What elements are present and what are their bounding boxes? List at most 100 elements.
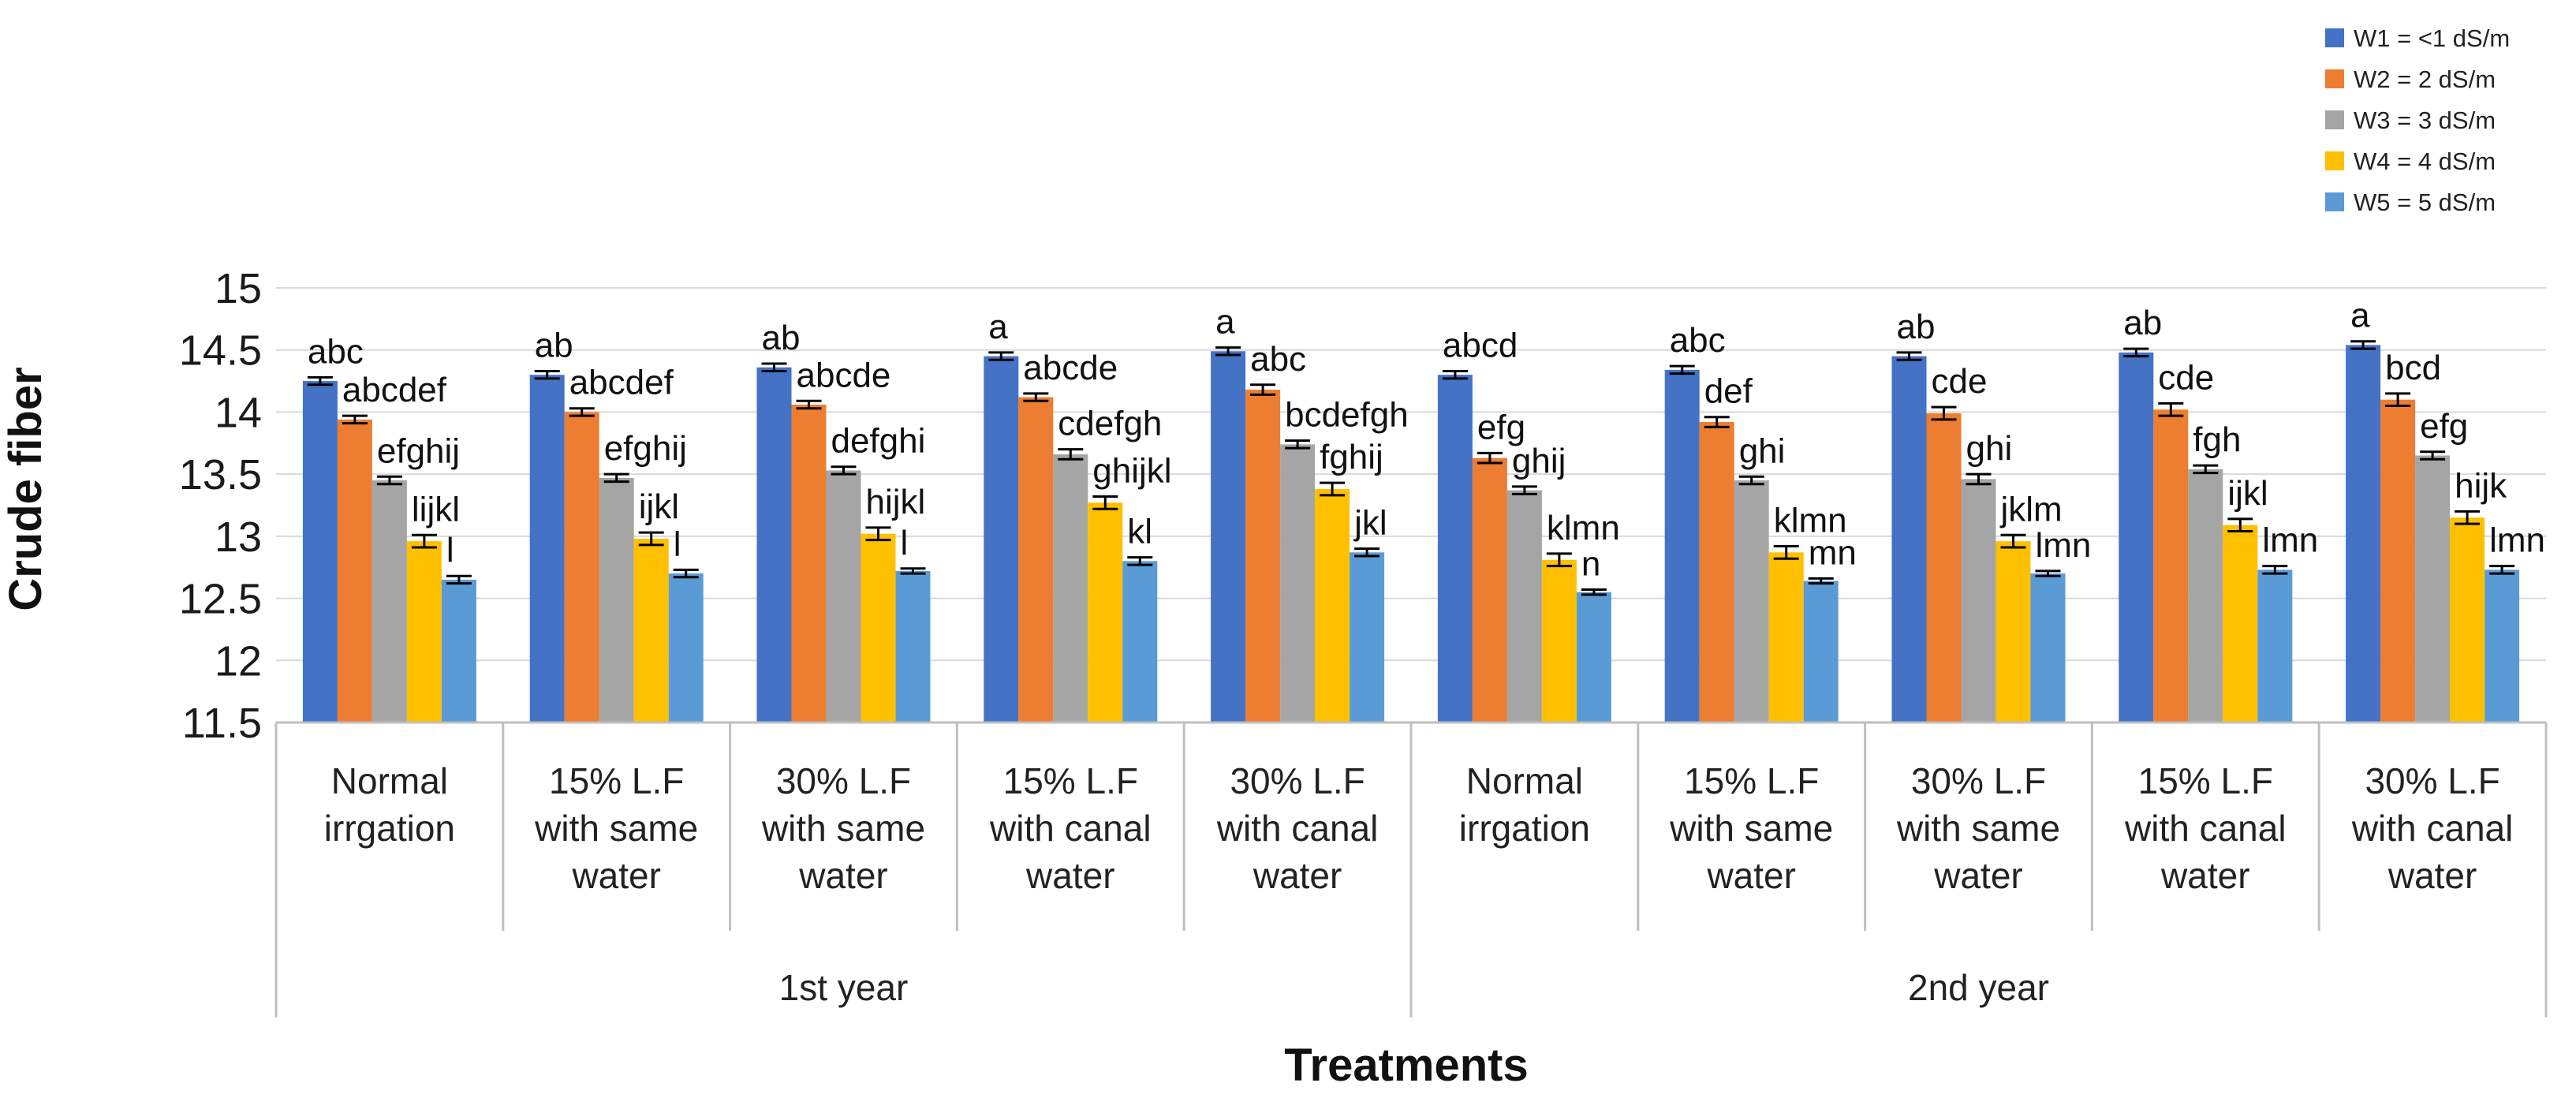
category-label: Normal — [1466, 760, 1583, 801]
category-label: water — [2160, 855, 2249, 896]
significance-label: def — [1704, 372, 1753, 411]
significance-label: abcdef — [342, 371, 447, 409]
legend: W1 = <1 dS/m W2 = 2 dS/m W3 = 3 dS/m W4 = 4… — [2325, 24, 2510, 216]
bar — [2153, 409, 2189, 723]
bar — [1699, 422, 1734, 723]
significance-label: abc — [1250, 340, 1306, 379]
group-label: 2nd year — [1908, 967, 2049, 1008]
bar — [2188, 469, 2223, 723]
bar — [2415, 455, 2451, 723]
significance-label: ab — [1897, 308, 1936, 346]
bar — [1926, 413, 1962, 723]
bar — [756, 367, 792, 723]
significance-label: mn — [1809, 533, 1857, 572]
significance-label: lijkl — [412, 490, 460, 528]
significance-label: bcdefgh — [1285, 396, 1409, 435]
bar — [1768, 552, 1804, 723]
error-bars — [307, 340, 2515, 596]
significance-label: abc — [1670, 321, 1726, 360]
y-tick-label: 11.5 — [182, 700, 262, 747]
significance-label: kl — [1127, 513, 1152, 551]
bar — [2223, 525, 2258, 723]
bar — [668, 573, 704, 723]
category-label: with same — [761, 808, 925, 849]
category-label: with canal — [2124, 808, 2287, 849]
significance-label: ijkl — [2227, 474, 2268, 513]
category-label: water — [2387, 855, 2477, 896]
category-label: 30% L.F — [1230, 760, 1365, 801]
bar — [1576, 592, 1611, 723]
significance-label: efg — [1477, 408, 1525, 446]
significance-label: ghijkl — [1092, 451, 1171, 490]
bar — [1891, 356, 1927, 723]
bar — [2485, 569, 2520, 723]
significance-label: bcd — [2385, 349, 2441, 387]
bar — [1995, 541, 2031, 723]
significance-label: a — [2350, 297, 2370, 335]
significance-label: efg — [2420, 407, 2468, 446]
category-label: irrgation — [1459, 808, 1590, 849]
significance-label: jkl — [1353, 504, 1387, 543]
significance-label: cdefgh — [1058, 405, 1162, 443]
bar — [861, 533, 896, 723]
significance-label: l — [446, 531, 454, 569]
significance-label: ab — [535, 326, 573, 364]
legend-label: W1 = <1 dS/m — [2354, 24, 2510, 52]
significance-label: a — [1215, 303, 1235, 342]
significance-label: abc — [308, 332, 364, 371]
y-tick-label: 13 — [215, 513, 262, 561]
bar — [1245, 390, 1281, 723]
significance-label: ghi — [1739, 431, 1786, 470]
significance-label: lmn — [2489, 521, 2545, 560]
category-label: 15% L.F — [549, 760, 684, 801]
bar — [441, 579, 476, 723]
bar — [633, 539, 669, 723]
category-label: 30% L.F — [776, 760, 911, 801]
significance-label: hijkl — [866, 483, 926, 521]
category-label: with canal — [989, 808, 1152, 849]
category-label: with canal — [1216, 808, 1379, 849]
bar — [2257, 569, 2293, 723]
legend-label: W2 = 2 dS/m — [2354, 65, 2496, 93]
category-label: 15% L.F — [1003, 760, 1138, 801]
legend-swatch — [2325, 151, 2344, 170]
bar — [371, 480, 407, 723]
bar — [2450, 517, 2485, 723]
significance-label: abcde — [797, 356, 891, 394]
bar — [1053, 454, 1088, 723]
significance-label: n — [1581, 545, 1600, 584]
bar — [1961, 479, 1996, 723]
category-label: water — [1706, 855, 1795, 896]
category-label: with same — [1896, 808, 2060, 849]
significance-label: l — [901, 524, 909, 562]
bars — [302, 345, 2520, 723]
category-label: 30% L.F — [2365, 760, 2499, 801]
category-label: Normal — [331, 760, 448, 801]
category-label: water — [1253, 855, 1342, 896]
bar — [791, 404, 827, 723]
bar — [529, 375, 565, 723]
axes — [274, 721, 2548, 1018]
y-tick-label: 14 — [215, 389, 262, 436]
bar — [302, 381, 338, 723]
significance-label: jklm — [1999, 490, 2063, 528]
legend-label: W5 = 5 dS/m — [2354, 189, 2496, 216]
significance-label: efghij — [377, 431, 460, 470]
bar — [406, 541, 442, 723]
significance-label: ijkl — [639, 487, 679, 526]
y-tick-label: 12.5 — [179, 576, 262, 623]
category-label: water — [571, 855, 660, 896]
bar — [1350, 552, 1385, 723]
category-label: with same — [534, 808, 698, 849]
category-label: water — [798, 855, 887, 896]
bar — [1211, 351, 1246, 723]
y-axis-title: Crude fiber — [0, 367, 51, 611]
bar — [895, 570, 931, 723]
category-label: with same — [1669, 808, 1833, 849]
bar — [1541, 559, 1577, 723]
category-label: 15% L.F — [2138, 760, 2273, 801]
legend-label: W4 = 4 dS/m — [2354, 147, 2496, 175]
category-label: water — [1025, 855, 1114, 896]
